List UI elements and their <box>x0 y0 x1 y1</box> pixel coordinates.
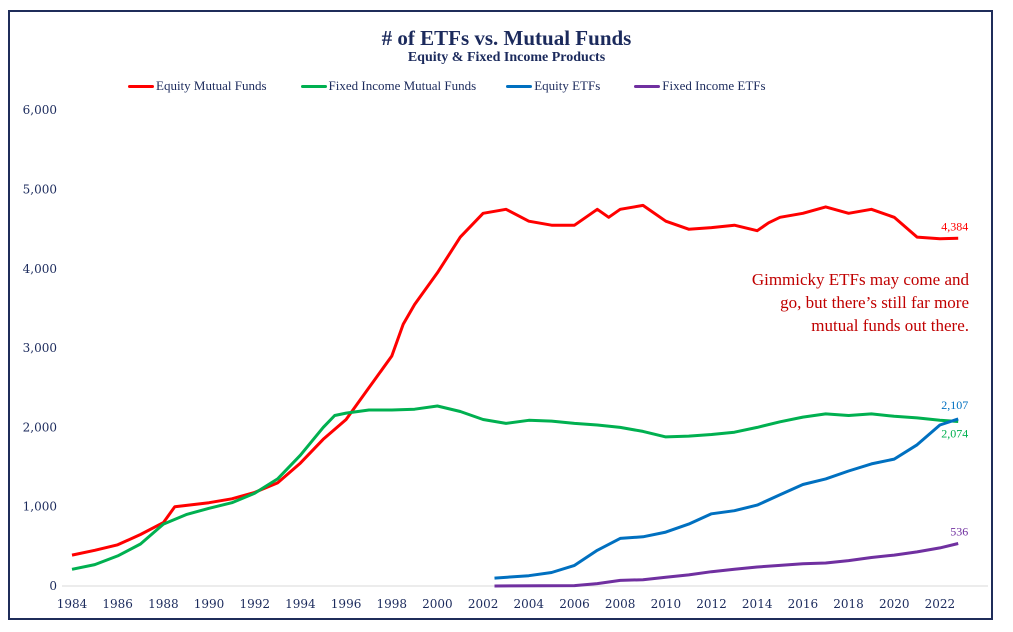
annotation: Gimmicky ETFs may come and go, but there… <box>752 268 969 337</box>
end-value-label: 536 <box>950 524 968 538</box>
end-value-label: 4,384 <box>941 219 968 233</box>
legend-label: Fixed Income ETFs <box>662 78 766 93</box>
x-tick-label: 2000 <box>422 597 453 611</box>
legend-swatch <box>506 84 533 88</box>
end-value-label: 2,074 <box>941 427 968 441</box>
legend-item-equity-etfs: Equity ETFs <box>506 78 600 94</box>
x-tick-label: 2010 <box>651 597 682 611</box>
annotation-line: go, but there’s still far more <box>780 293 969 312</box>
legend-label: Fixed Income Mutual Funds <box>328 78 477 93</box>
series-line-equity-mutual-funds <box>71 203 959 557</box>
x-tick-label: 2008 <box>605 597 636 611</box>
legend-label: Equity Mutual Funds <box>156 78 267 93</box>
x-tick-label: 2020 <box>879 597 910 611</box>
legend-label: Equity ETFs <box>534 78 601 93</box>
y-tick-label: 0 <box>49 579 57 593</box>
x-tick-label: 2022 <box>925 597 956 611</box>
y-tick-label: 4,000 <box>23 262 57 276</box>
end-value-label: 2,107 <box>941 398 968 412</box>
series-line-fixed-income-etfs <box>494 542 959 588</box>
legend-swatch <box>634 84 661 88</box>
x-tick-label: 1990 <box>194 597 225 611</box>
x-tick-label: 2014 <box>742 597 773 611</box>
x-tick-label: 2006 <box>559 597 590 611</box>
x-tick-label: 2012 <box>696 597 727 611</box>
legend-item-fixed-income-mf: Fixed Income Mutual Funds <box>300 78 477 94</box>
chart-title: # of ETFs vs. Mutual Funds <box>381 26 632 50</box>
y-tick-label: 6,000 <box>23 103 57 117</box>
chart-frame <box>8 10 993 620</box>
x-tick-label: 1998 <box>376 597 407 611</box>
x-tick-label: 2004 <box>514 597 545 611</box>
x-tick-label: 2016 <box>788 597 819 611</box>
y-tick-label: 1,000 <box>23 500 57 514</box>
x-tick-label: 2002 <box>468 597 499 611</box>
x-tick-label: 1996 <box>331 597 362 611</box>
series-line-equity-etfs <box>494 417 959 580</box>
annotation-line: Gimmicky ETFs may come and <box>751 270 969 289</box>
x-tick-label: 2018 <box>833 597 864 611</box>
legend-swatch <box>300 84 327 88</box>
legend-item-equity-mf: Equity Mutual Funds <box>128 78 267 94</box>
x-tick-label: 1984 <box>57 597 88 611</box>
y-tick-label: 5,000 <box>23 183 57 197</box>
chart-subtitle: Equity & Fixed Income Products <box>407 50 606 65</box>
legend-swatch <box>128 84 154 88</box>
legend-item-fixed-income-etfs: Fixed Income ETFs <box>634 78 766 94</box>
series-line-fixed-income-mutual-funds <box>71 404 959 571</box>
y-tick-label: 3,000 <box>23 341 57 355</box>
x-tick-label: 1988 <box>148 597 179 611</box>
x-tick-label: 1992 <box>239 597 270 611</box>
x-tick-label: 1994 <box>285 597 316 611</box>
x-tick-label: 1986 <box>102 597 133 611</box>
annotation-line: mutual funds out there. <box>811 316 969 335</box>
y-tick-label: 2,000 <box>23 420 57 434</box>
legend: Equity Mutual Funds Fixed Income Mutual … <box>128 78 800 94</box>
